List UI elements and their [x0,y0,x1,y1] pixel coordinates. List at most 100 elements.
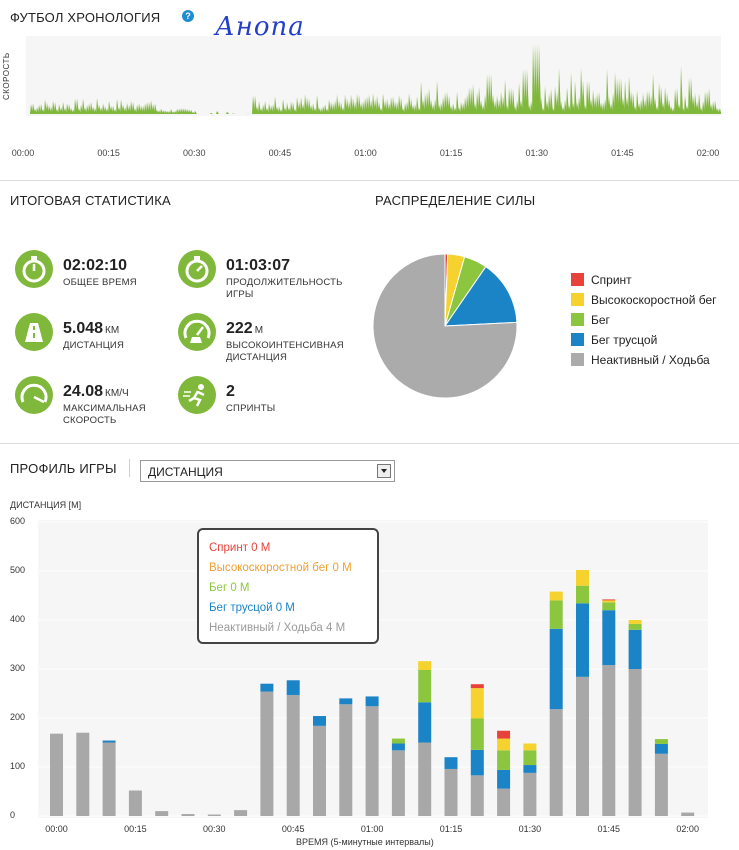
bar-segment[interactable] [102,742,116,817]
bar-segment[interactable] [418,702,432,743]
speed-spike [658,82,661,114]
speed-spike [544,85,547,114]
bar-segment[interactable] [628,669,642,816]
speed-spike [304,94,307,114]
bar-segment[interactable] [444,768,458,816]
bar-segment[interactable] [470,775,484,816]
bar-segment[interactable] [497,738,511,751]
bar-segment[interactable] [207,814,221,816]
speed-spike [110,105,113,114]
speed-axis-label: СКОРОСТЬ [2,52,11,100]
bar-segment[interactable] [76,732,90,816]
bar-segment[interactable] [339,704,353,816]
bar-segment[interactable] [523,743,537,751]
bar-segment[interactable] [523,772,537,816]
speed-spike [226,111,229,114]
bar-segment[interactable] [576,603,589,677]
pie-slice[interactable] [372,253,518,399]
speed-spike [456,91,459,114]
bar-segment[interactable] [523,765,537,773]
bar-segment[interactable] [444,757,458,769]
bar-segment[interactable] [260,683,274,692]
bar-segment[interactable] [365,706,379,816]
speed-spike [592,90,595,114]
bar-segment[interactable] [602,610,616,666]
bar-segment[interactable] [260,691,274,816]
bar-segment[interactable] [549,600,563,629]
timeline-tick-label: 00:15 [97,148,120,158]
speed-spike [32,103,35,114]
bar-segment[interactable] [602,602,616,611]
bar-segment[interactable] [654,743,668,754]
bar-segment[interactable] [286,694,300,816]
bar-segment[interactable] [497,750,511,770]
bar-segment[interactable] [391,750,405,816]
bar-segment[interactable] [470,749,484,776]
bar-segment[interactable] [418,669,432,703]
bar-segment[interactable] [470,684,484,689]
bar-segment[interactable] [313,725,326,816]
speed-spike [472,83,475,114]
power-distribution-title: РАСПРЕДЕЛЕНИЕ СИЛЫ [375,193,536,208]
bar-segment[interactable] [50,733,63,816]
bar-segment[interactable] [576,676,589,816]
bar-segment[interactable] [602,600,616,603]
speed-spike [54,102,57,114]
bar-segment[interactable] [549,591,563,601]
bar-segment[interactable] [576,570,589,586]
bar-segment[interactable] [181,814,195,816]
speed-spike [660,86,663,114]
bar-segment[interactable] [339,698,353,705]
speed-spike [216,111,219,114]
chevron-down-icon[interactable] [377,464,391,478]
speed-spike [162,110,165,114]
bar-segment[interactable] [497,730,511,739]
help-circle-icon[interactable]: ? [182,10,194,22]
bar-segment[interactable] [497,769,511,789]
bar-segment[interactable] [391,738,405,744]
speed-spike [642,92,645,114]
metric-dropdown[interactable]: ДИСТАНЦИЯ [140,460,395,482]
bar-segment[interactable] [391,743,405,751]
speed-timeline-chart [26,36,721,116]
bar-segment[interactable] [234,810,248,816]
bar-segment[interactable] [549,628,563,710]
bar-segment[interactable] [155,811,169,816]
speed-spike [652,74,655,114]
bar-segment[interactable] [286,680,300,695]
speed-spike [154,103,157,114]
pie-slice[interactable] [444,266,518,327]
bar-segment[interactable] [654,753,668,816]
bar-segment[interactable] [102,740,116,743]
bar-segment[interactable] [628,629,642,669]
bar-segment[interactable] [365,696,379,707]
y-tick-label: 600 [10,516,26,526]
bar-segment[interactable] [418,661,432,670]
legend-swatch [571,333,584,346]
timeline-tick-label: 01:00 [354,148,377,158]
bar-segment[interactable] [549,709,563,816]
speed-spike [170,109,173,114]
bar-segment[interactable] [602,665,616,816]
bar-segment[interactable] [470,688,484,719]
bar-segment[interactable] [602,599,616,601]
bar-segment[interactable] [576,585,589,604]
bar-segment[interactable] [681,812,695,816]
bar-segment[interactable] [313,716,326,726]
speed-spike [338,100,341,114]
bar-segment[interactable] [128,790,142,816]
speed-spike [538,44,541,114]
speed-spike [492,94,495,114]
bar-segment[interactable] [497,788,511,816]
y-tick-label: 400 [10,614,26,624]
gauge-high-intensity-icon [178,313,216,351]
bar-segment[interactable] [418,742,432,817]
bar-segment[interactable] [654,739,668,744]
speed-spike [580,67,583,114]
speed-spike [274,96,277,114]
bar-segment[interactable] [628,620,642,624]
legend-label: Бег [591,313,610,327]
bar-segment[interactable] [470,718,484,750]
bar-segment[interactable] [523,750,537,766]
bar-segment[interactable] [628,623,642,630]
